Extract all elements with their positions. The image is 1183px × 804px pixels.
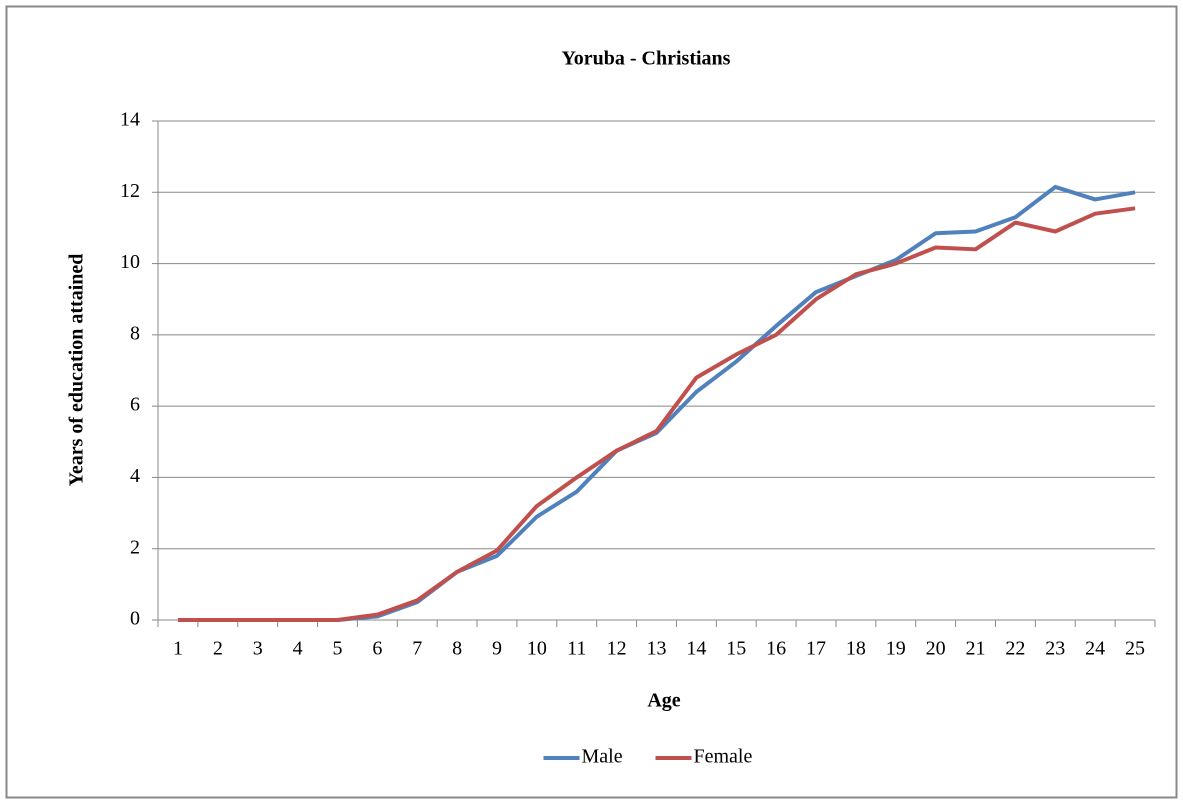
x-tick-label: 17: [806, 638, 826, 660]
x-tick-label: 4: [293, 638, 303, 660]
x-tick-label: 10: [527, 638, 547, 660]
x-tick-label: 11: [567, 638, 586, 660]
x-tick-label: 20: [926, 638, 946, 660]
y-tick-label: 10: [120, 251, 140, 273]
y-tick-label: 12: [120, 180, 140, 202]
x-tick-label: 6: [372, 638, 382, 660]
y-tick-label: 4: [130, 465, 140, 487]
y-tick-label: 2: [130, 536, 140, 558]
y-tick-label: 14: [120, 109, 140, 131]
x-tick-label: 22: [1005, 638, 1025, 660]
y-tick-label: 0: [130, 608, 140, 630]
chart-title: Yoruba - Christians: [562, 48, 731, 70]
x-tick-label: 15: [726, 638, 746, 660]
x-tick-label: 16: [766, 638, 786, 660]
y-axis-title: Years of education attained: [66, 254, 88, 487]
y-tick-label: 6: [130, 394, 140, 416]
x-tick-label: 23: [1045, 638, 1065, 660]
x-tick-label: 12: [607, 638, 627, 660]
x-tick-label: 8: [452, 638, 462, 660]
x-tick-label: 24: [1085, 638, 1105, 660]
x-tick-label: 1: [173, 638, 183, 660]
x-tick-label: 21: [966, 638, 986, 660]
x-axis-title: Age: [647, 690, 680, 712]
legend-label: Male: [582, 746, 623, 768]
chart-frame: [5, 5, 1178, 799]
x-tick-label: 25: [1125, 638, 1145, 660]
x-tick-label: 5: [332, 638, 342, 660]
x-tick-label: 13: [647, 638, 667, 660]
x-tick-label: 3: [253, 638, 263, 660]
x-tick-label: 14: [686, 638, 706, 660]
x-tick-label: 19: [886, 638, 906, 660]
x-tick-label: 18: [846, 638, 866, 660]
y-tick-label: 8: [130, 322, 140, 344]
x-tick-label: 2: [213, 638, 223, 660]
series-line: [177, 206, 1136, 622]
x-tick-label: 7: [412, 638, 422, 660]
x-tick-label: 9: [492, 638, 502, 660]
legend-label: Female: [694, 746, 753, 768]
